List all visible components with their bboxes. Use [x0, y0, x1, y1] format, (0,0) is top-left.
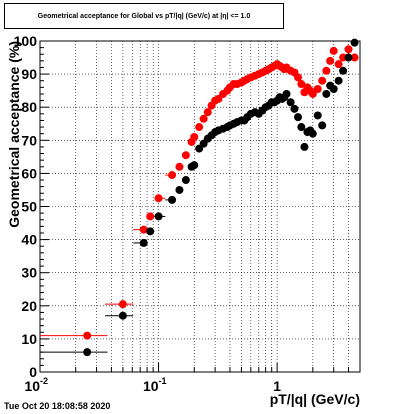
x-tick-label-exponent: -1: [159, 376, 167, 386]
y-tick-label: 100: [14, 33, 38, 49]
data-point: [190, 161, 199, 170]
data-point: [329, 84, 338, 93]
data-point: [344, 45, 353, 54]
data-point: [203, 108, 212, 117]
data-point: [318, 76, 327, 85]
data-point: [297, 123, 306, 132]
data-point: [154, 194, 163, 203]
data-point: [313, 111, 322, 120]
data-point: [83, 348, 92, 357]
data-point: [334, 60, 343, 69]
data-point: [181, 176, 190, 185]
y-tick-label: 0: [29, 364, 37, 380]
data-point: [318, 121, 327, 130]
data-point: [313, 84, 322, 93]
x-tick-label: 10: [143, 378, 159, 394]
y-tick-label: 80: [21, 99, 37, 115]
y-tick-label: 20: [21, 298, 37, 314]
data-point: [146, 227, 155, 236]
y-tick-label: 40: [21, 232, 37, 248]
data-point: [308, 129, 317, 138]
data-series: [40, 38, 359, 357]
data-point: [350, 53, 359, 62]
data-point: [300, 142, 309, 151]
data-point: [139, 238, 148, 247]
y-tick-label: 70: [21, 132, 37, 148]
y-tick-label: 10: [21, 331, 37, 347]
data-point: [146, 212, 155, 221]
x-tick-labels: 10 -2 10 -1 1: [24, 376, 281, 394]
data-point: [339, 66, 348, 75]
data-point: [154, 212, 163, 221]
x-tick-label: 10: [24, 378, 40, 394]
data-point: [350, 38, 359, 47]
data-point: [118, 300, 127, 309]
data-point: [195, 123, 204, 132]
grid-lines: [40, 41, 360, 372]
data-point: [294, 73, 303, 82]
data-point: [290, 104, 299, 113]
data-point: [139, 225, 148, 234]
data-point: [322, 89, 331, 98]
data-point: [190, 132, 199, 141]
data-point: [329, 46, 338, 55]
chart-title-box: Geometrical acceptance for Global vs pT/…: [4, 3, 284, 29]
data-point: [286, 98, 295, 107]
y-tick-label: 60: [21, 165, 37, 181]
timestamp-label: Tue Oct 20 18:08:58 2020: [4, 401, 111, 411]
y-tick-label: 50: [21, 199, 37, 215]
data-point: [322, 66, 331, 75]
data-point: [175, 185, 184, 194]
series-black: [40, 38, 359, 357]
y-axis-label: Geometrical acceptance (%): [6, 41, 22, 228]
data-point: [83, 331, 92, 340]
data-point: [344, 53, 353, 62]
data-point: [308, 89, 317, 98]
data-point: [199, 114, 208, 123]
x-tick-label-exponent: -2: [40, 376, 48, 386]
data-point: [294, 113, 303, 122]
data-point: [297, 80, 306, 89]
data-point: [181, 151, 190, 160]
data-point: [175, 162, 184, 171]
y-tick-labels: 0 10 20 30 40 50 60 70 80 90 100: [14, 33, 38, 380]
data-point: [282, 89, 291, 98]
series-red: [40, 45, 359, 340]
data-point: [118, 311, 127, 320]
x-axis-label: pT/|q| (GeV/c): [270, 391, 360, 407]
data-point: [168, 195, 177, 204]
chart-title: Geometrical acceptance for Global vs pT/…: [37, 12, 251, 20]
y-tick-label: 90: [21, 66, 37, 82]
data-point: [334, 76, 343, 85]
data-point: [326, 56, 335, 65]
y-tick-label: 30: [21, 265, 37, 281]
data-point: [168, 171, 177, 180]
x-tick-label: 1: [273, 378, 281, 394]
